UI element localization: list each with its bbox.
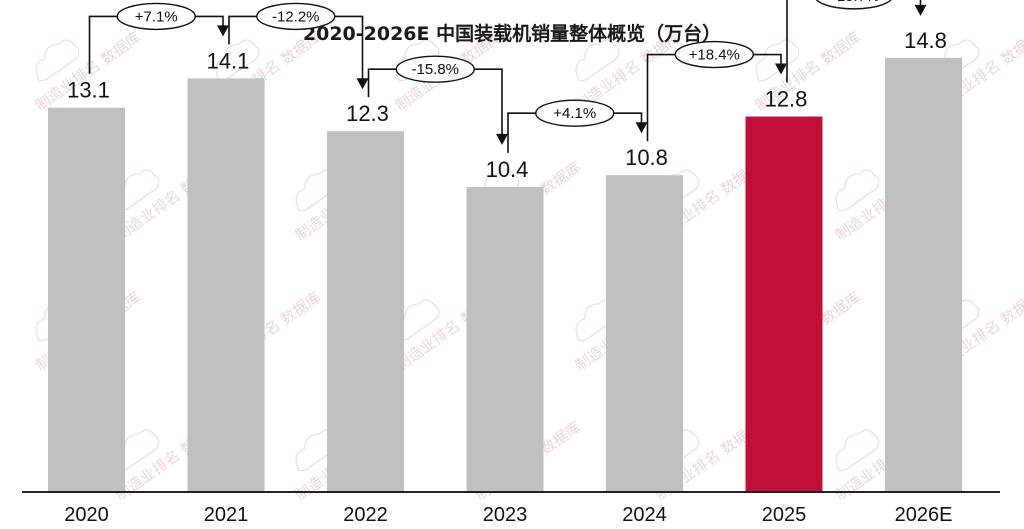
bar-2022 bbox=[327, 131, 404, 492]
value-label-2020: 13.1 bbox=[67, 78, 110, 103]
change-badge bbox=[116, 2, 196, 31]
value-label-2022: 12.3 bbox=[346, 101, 389, 126]
bars bbox=[48, 57, 962, 493]
arrow-down-icon bbox=[496, 133, 508, 145]
value-label-2021: 14.1 bbox=[207, 48, 250, 73]
bar-2021 bbox=[187, 78, 265, 493]
bar-2025 bbox=[745, 116, 823, 493]
value-labels: 13.1 14.1 12.3 10.4 10.8 12.8 14.8 bbox=[67, 28, 947, 182]
change-connector-4: +18.4% bbox=[646, 40, 787, 142]
value-label-2026E: 14.8 bbox=[904, 28, 947, 53]
connector-line bbox=[786, 0, 922, 83]
value-label-2024: 10.8 bbox=[625, 145, 668, 170]
change-label: -12.2% bbox=[272, 8, 320, 25]
x-tick-2025: 2025 bbox=[762, 504, 807, 526]
arrow-down-icon bbox=[775, 63, 787, 75]
change-connector-2: -15.8% bbox=[367, 55, 508, 145]
change-badge bbox=[535, 99, 615, 127]
x-tick-2024: 2024 bbox=[622, 504, 667, 526]
x-tick-2020: 2020 bbox=[64, 504, 109, 526]
x-tick-2022: 2022 bbox=[343, 504, 388, 526]
x-tick-2021: 2021 bbox=[204, 504, 249, 526]
bar-2020 bbox=[48, 107, 125, 492]
change-badge bbox=[395, 55, 475, 83]
bar-2024 bbox=[606, 175, 683, 492]
change-connector-3: +4.1% bbox=[507, 99, 648, 153]
change-badge bbox=[256, 2, 336, 31]
change-connector-0: +7.1% bbox=[88, 2, 229, 74]
change-label: +15.7% bbox=[828, 0, 879, 5]
change-badge bbox=[815, 0, 892, 10]
watermark-logo: 制造业排名 数据库 bbox=[572, 28, 685, 114]
chart-title: 2020-2026E 中国装载机销量整体概览（万台） bbox=[303, 22, 721, 45]
arrow-down-icon bbox=[635, 122, 648, 134]
bar-2023 bbox=[466, 186, 544, 492]
bar-2026E bbox=[885, 57, 962, 492]
change-label: -15.8% bbox=[411, 61, 459, 78]
change-label: +18.4% bbox=[689, 47, 740, 64]
change-label: +7.1% bbox=[135, 8, 178, 25]
arrow-down-icon bbox=[914, 4, 927, 16]
change-label: +4.1% bbox=[553, 105, 596, 122]
change-connector-5: +15.7% bbox=[786, 0, 927, 83]
x-tick-2026E: 2026E bbox=[895, 504, 953, 526]
x-tick-labels: 2020 2021 2022 2023 2024 2025 2026E bbox=[64, 504, 952, 526]
arrow-down-icon bbox=[356, 78, 369, 90]
change-connector-1: -12.2% bbox=[228, 2, 369, 90]
value-label-2023: 10.4 bbox=[486, 157, 529, 182]
change-badge bbox=[674, 40, 754, 69]
change-connectors: +7.1% -12.2% -15.8% +4.1% +18.4% +15.7% bbox=[88, 0, 927, 153]
value-label-2025: 12.8 bbox=[765, 87, 808, 112]
arrow-down-icon bbox=[217, 25, 229, 37]
x-tick-2023: 2023 bbox=[483, 504, 528, 526]
